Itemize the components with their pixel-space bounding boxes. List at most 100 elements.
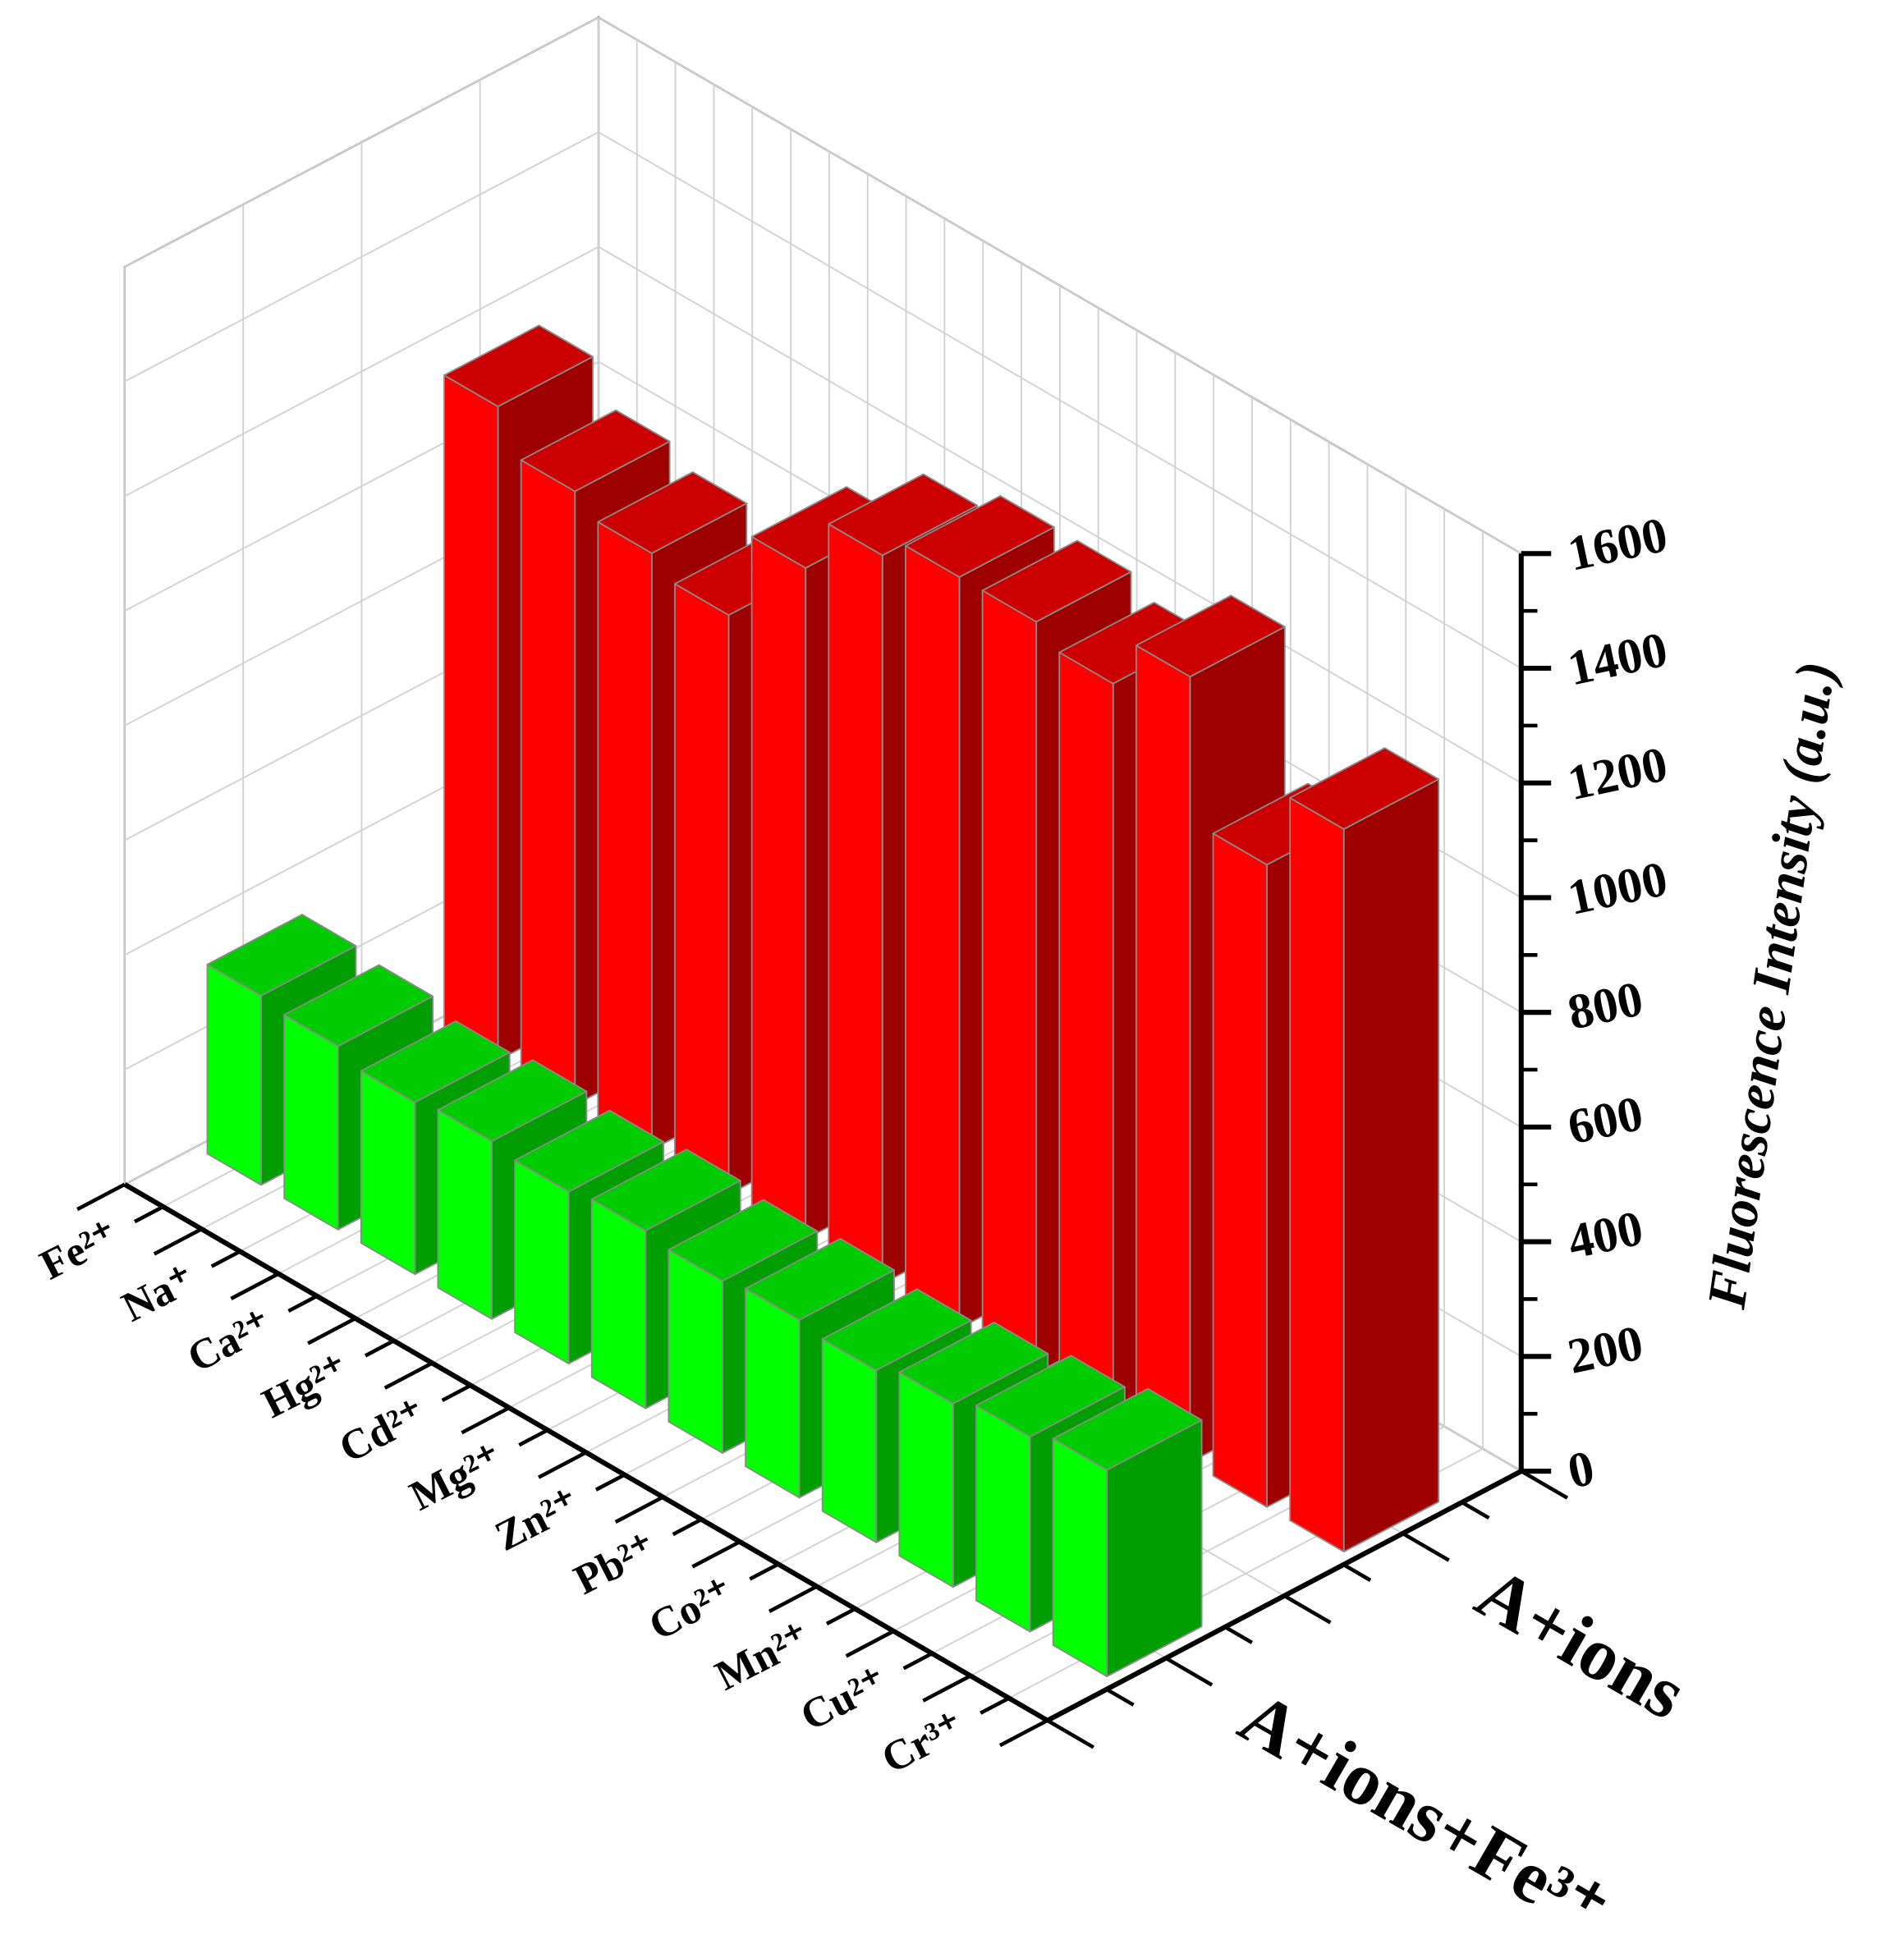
bar-front	[443, 374, 499, 1061]
bar-top	[898, 1321, 1049, 1405]
series-tick	[1283, 1593, 1332, 1625]
bar-front	[1058, 651, 1114, 1419]
bar-front	[981, 589, 1038, 1374]
y-tick-label: 0	[1563, 1441, 1599, 1500]
bar-top	[206, 914, 357, 997]
x-tick	[230, 1272, 280, 1300]
bar-front	[590, 1198, 647, 1410]
x-tick	[441, 1383, 472, 1402]
y-tick-label: 600	[1563, 1086, 1648, 1155]
bar-front	[1052, 1437, 1108, 1677]
x-tick	[307, 1316, 356, 1346]
series-tick	[1461, 1501, 1490, 1520]
x-tick-label: Cr³⁺	[874, 1703, 971, 1783]
bar-top	[1052, 1387, 1203, 1471]
bar-front	[1212, 832, 1269, 1508]
y-tick-label: 1000	[1563, 851, 1672, 926]
bar-top	[975, 1355, 1126, 1438]
y-axis-title: Fluorescence Intensity (a.u.)	[1695, 658, 1847, 1313]
x-tick	[287, 1294, 319, 1313]
bar	[1052, 1387, 1203, 1677]
bar-top	[1135, 594, 1286, 678]
bar-top	[520, 409, 671, 493]
x-tick-label: Fe²⁺	[33, 1211, 125, 1289]
x-tick	[518, 1428, 549, 1447]
series-tick	[1046, 1718, 1095, 1749]
x-tick-label: Mg²⁺	[402, 1435, 509, 1520]
bar-side	[1342, 778, 1440, 1553]
bar-top	[360, 1020, 511, 1103]
bar-front	[283, 1014, 339, 1231]
bar-front	[437, 1109, 493, 1320]
x-tick	[383, 1361, 434, 1390]
bar-top	[437, 1059, 588, 1143]
x-tick	[134, 1204, 164, 1224]
x-tick	[749, 1562, 779, 1581]
x-tick	[922, 1674, 972, 1703]
x-tick-label: Mn²⁺	[708, 1613, 817, 1699]
x-tick	[210, 1249, 241, 1268]
x-tick	[538, 1451, 587, 1479]
x-tick-label: Cu²⁺	[793, 1658, 894, 1740]
x-tick	[461, 1405, 511, 1435]
y-tick-label: 200	[1563, 1315, 1648, 1384]
x-tick-label: Zn²⁺	[488, 1479, 586, 1561]
y-tick-label: 1600	[1563, 507, 1672, 582]
grid-line	[124, 16, 599, 268]
x-tick	[768, 1584, 818, 1613]
series-tick	[1342, 1562, 1372, 1582]
series-label: A+ions+Fe³⁺	[1226, 1676, 1622, 1952]
bar	[1289, 747, 1440, 1553]
bar-front	[745, 1287, 801, 1499]
bar-top	[821, 1288, 972, 1372]
series-tick	[1164, 1656, 1214, 1687]
bar-front	[520, 459, 576, 1106]
x-tick	[153, 1227, 203, 1256]
y-tick-label: 800	[1563, 971, 1648, 1040]
bar-top	[668, 1199, 819, 1282]
bar-front	[206, 963, 262, 1186]
x-tick	[614, 1495, 664, 1524]
y-tick-label: 400	[1563, 1201, 1648, 1270]
x-tick	[691, 1540, 741, 1569]
bar-front	[828, 523, 883, 1285]
bar-top	[283, 964, 434, 1048]
x-tick	[998, 1718, 1048, 1748]
x-tick-label: Co²⁺	[642, 1569, 741, 1650]
bar-top	[1289, 747, 1440, 830]
bar-front	[750, 535, 807, 1240]
x-tick-label: Hg²⁺	[255, 1346, 356, 1428]
bar-front	[668, 1249, 723, 1454]
bar-front	[821, 1338, 878, 1543]
y-tick-label: 1400	[1563, 622, 1672, 697]
bar-front	[674, 583, 730, 1195]
x-tick-label: Pb²⁺	[567, 1524, 663, 1604]
x-tick	[825, 1607, 856, 1625]
x-tick	[980, 1696, 1010, 1715]
bar-front	[514, 1159, 570, 1365]
bar-front	[360, 1070, 416, 1276]
bar-front	[975, 1405, 1031, 1633]
bar-top	[443, 324, 594, 408]
x-tick	[594, 1473, 626, 1492]
series-label: A+ions	[1463, 1551, 1700, 1735]
bar-top	[514, 1109, 664, 1193]
bar-top	[597, 471, 748, 554]
bar-front	[1135, 644, 1191, 1464]
bar-top	[745, 1238, 895, 1321]
series-tick	[1520, 1469, 1569, 1500]
x-tick	[76, 1182, 126, 1212]
x-tick	[845, 1629, 895, 1658]
series-tick	[1223, 1625, 1254, 1644]
x-tick	[364, 1339, 395, 1358]
y-tick-label: 1200	[1563, 736, 1672, 811]
bar-front	[905, 544, 961, 1329]
bar-top	[828, 473, 979, 557]
series-tick	[1105, 1687, 1135, 1707]
x-tick-label: Cd²⁺	[332, 1390, 433, 1472]
bar-front	[1289, 796, 1345, 1553]
x-tick-label: Ca²⁺	[181, 1300, 279, 1382]
x-tick	[672, 1517, 703, 1537]
bar-top	[981, 539, 1132, 623]
